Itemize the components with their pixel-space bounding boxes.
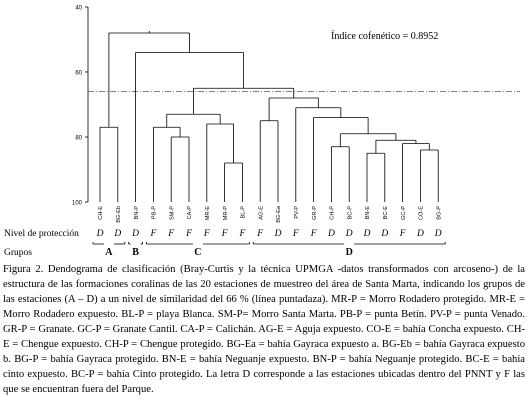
protection-mark: F <box>185 229 192 239</box>
protection-mark: D <box>131 229 139 239</box>
protection-mark: F <box>203 229 210 239</box>
y-tick-label: 40 <box>75 6 82 12</box>
y-axis: 40 60 80 100 <box>72 6 89 207</box>
leaf-label: PV-P <box>294 206 300 219</box>
protection-mark: F <box>167 229 174 239</box>
leaf-label: BC-P <box>347 206 353 220</box>
leaf-label: CA-P <box>187 206 193 220</box>
protection-mark: F <box>292 229 299 239</box>
group-label: B <box>132 247 139 258</box>
y-tick-label: 60 <box>75 71 82 77</box>
group-label: D <box>346 247 353 258</box>
group-label: A <box>105 247 113 258</box>
leaf-label: CH-E <box>98 206 104 220</box>
protection-mark: D <box>327 229 335 239</box>
protection-row-label: Nivel de protección <box>4 229 79 239</box>
protection-mark: D <box>380 229 388 239</box>
protection-mark: F <box>256 229 263 239</box>
leaf-label: MR-E <box>205 206 211 221</box>
protection-mark: D <box>345 229 353 239</box>
dendrogram-branches <box>99 31 439 202</box>
protection-mark: F <box>399 229 406 239</box>
leaf-label: AG-E <box>258 206 264 220</box>
caption-text: Figura 2. Dendograma de clasificación (B… <box>3 264 525 395</box>
leaf-label: BN-E <box>365 206 371 220</box>
leaf-label: BN-P <box>134 206 140 220</box>
protection-mark: F <box>221 229 228 239</box>
leaf-labels: CH-E BG-Eb BN-P PB-P SM-P CA-P MR-E MR-P BL-P AG-… <box>98 205 442 223</box>
leaf-label: PB-P <box>152 206 158 219</box>
leaf-label: GC-P <box>401 206 407 220</box>
protection-mark: D <box>416 229 424 239</box>
protection-mark: D <box>274 229 282 239</box>
leaf-label: BG-Ea <box>276 205 282 223</box>
leaf-label: BC-E <box>383 206 389 220</box>
cophenetic-index-annotation: Índice cofenético = 0.8952 <box>331 30 438 42</box>
leaf-label: SM-P <box>169 206 175 220</box>
dendrogram-figure: 40 60 80 100 CH-E BG-Eb BN-P PB-P SM-P CA-P MR-E M… <box>4 6 520 258</box>
leaf-label: BL-P <box>241 206 247 219</box>
protection-mark: F <box>149 229 156 239</box>
protection-mark: D <box>363 229 371 239</box>
leaf-label: BG-Eb <box>116 206 122 223</box>
groups-row: A B C D <box>92 242 446 258</box>
group-label: C <box>194 247 201 258</box>
leaf-label: CH-P <box>330 206 336 220</box>
leaf-label: GR-P <box>312 206 318 220</box>
y-tick-label: 80 <box>75 136 82 142</box>
leaf-label: MR-P <box>223 206 229 221</box>
figure-caption: Figura 2. Dendograma de clasificación (B… <box>3 262 525 397</box>
leaf-label: BG-P <box>436 206 442 220</box>
protection-mark: F <box>238 229 245 239</box>
protection-mark: D <box>434 229 442 239</box>
protection-mark: F <box>310 229 317 239</box>
y-tick-label: 100 <box>72 201 83 207</box>
protection-mark: D <box>96 229 104 239</box>
groups-row-label: Grupos <box>4 248 32 258</box>
protection-mark: D <box>113 229 121 239</box>
leaf-label: CO-E <box>419 206 425 220</box>
